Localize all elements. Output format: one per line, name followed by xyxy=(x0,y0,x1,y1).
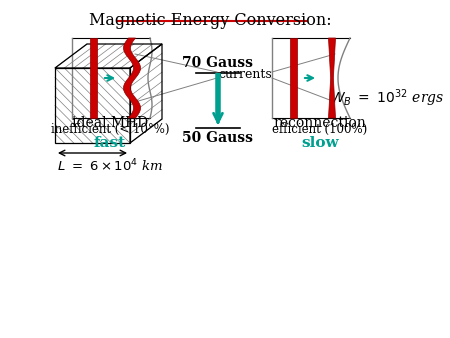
Polygon shape xyxy=(328,38,336,118)
Text: fast: fast xyxy=(94,136,126,150)
Text: inefficient (< 10°%): inefficient (< 10°%) xyxy=(51,123,169,136)
Text: currents: currents xyxy=(218,69,272,81)
Bar xyxy=(90,38,97,118)
Text: ideal MHD: ideal MHD xyxy=(72,116,148,130)
Text: 50 Gauss: 50 Gauss xyxy=(183,131,253,145)
Text: efficient (100%): efficient (100%) xyxy=(272,123,368,136)
Text: 70 Gauss: 70 Gauss xyxy=(183,56,253,70)
Bar xyxy=(290,38,297,118)
Text: Magnetic Energy Conversion:: Magnetic Energy Conversion: xyxy=(89,12,331,29)
Polygon shape xyxy=(123,38,140,118)
Text: reconnection: reconnection xyxy=(274,116,366,130)
Text: slow: slow xyxy=(301,136,339,150)
Text: $W_B\ =\ 10^{32}$ ergs: $W_B\ =\ 10^{32}$ ergs xyxy=(330,87,444,109)
Text: $L\ =\ 6\times10^{4}$ km: $L\ =\ 6\times10^{4}$ km xyxy=(57,158,163,175)
